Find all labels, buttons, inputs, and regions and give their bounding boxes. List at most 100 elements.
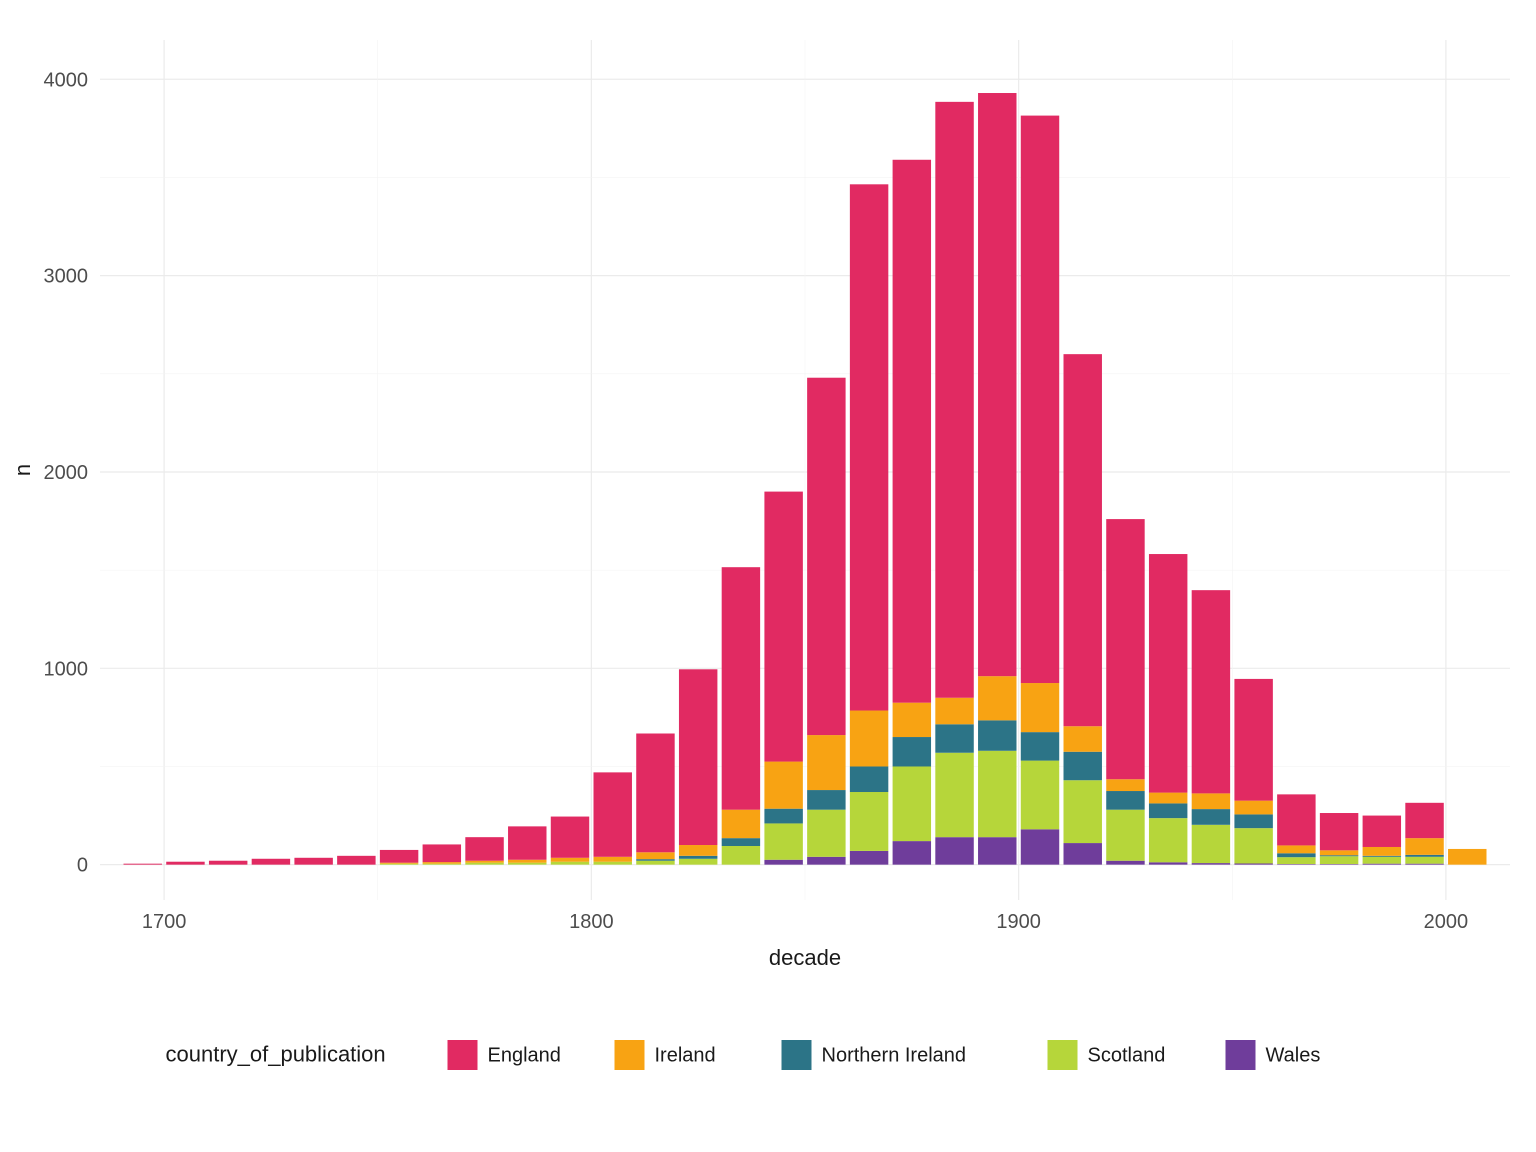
- bar-segment: [935, 698, 973, 725]
- legend-label: England: [488, 1045, 561, 1067]
- bar-segment: [764, 823, 802, 859]
- legend-label: Ireland: [655, 1045, 716, 1067]
- bar-segment: [1320, 850, 1358, 855]
- bar-segment: [850, 792, 888, 851]
- bar-segment: [1064, 752, 1102, 780]
- bar-segment: [978, 751, 1016, 837]
- bar-segment: [679, 845, 717, 856]
- bar-segment: [1277, 857, 1315, 864]
- y-tick-label: 3000: [44, 266, 89, 288]
- x-tick-label: 1700: [142, 911, 187, 933]
- bar-segment: [1149, 818, 1187, 862]
- bar-segment: [1106, 810, 1144, 861]
- bar-segment: [636, 861, 674, 865]
- bar-segment: [1320, 864, 1358, 865]
- bar-segment: [935, 102, 973, 698]
- bar-segment: [764, 762, 802, 809]
- bar-segment: [893, 766, 931, 841]
- bar-segment: [935, 724, 973, 752]
- bar-segment: [1405, 855, 1443, 857]
- bar-segment: [1234, 863, 1272, 864]
- legend: country_of_publicationEnglandIrelandNort…: [166, 1040, 1321, 1070]
- bar-segment: [1234, 814, 1272, 828]
- x-tick-label: 1900: [996, 911, 1041, 933]
- legend-key: [615, 1040, 645, 1070]
- y-axis-title: n: [10, 464, 35, 476]
- bar-segment: [807, 857, 845, 865]
- bar-segment: [1021, 116, 1059, 683]
- bar-segment: [1021, 829, 1059, 864]
- legend-key: [1048, 1040, 1078, 1070]
- bar-segment: [1149, 793, 1187, 804]
- bar-segment: [636, 859, 674, 861]
- bar-segment: [935, 753, 973, 837]
- bar-segment: [1192, 590, 1230, 793]
- bar-segment: [722, 846, 760, 865]
- bar-segment: [1448, 849, 1486, 865]
- bar-segment: [764, 809, 802, 824]
- bar-segment: [1234, 801, 1272, 815]
- bar-segment: [978, 93, 1016, 676]
- legend-title: country_of_publication: [166, 1042, 386, 1067]
- bar-segment: [465, 837, 503, 861]
- bar-segment: [508, 860, 546, 863]
- bar-segment: [1277, 853, 1315, 857]
- bar-segment: [1320, 855, 1358, 856]
- bar-segment: [1106, 779, 1144, 791]
- bar-segment: [764, 492, 802, 762]
- bar-segment: [850, 711, 888, 767]
- bar-segment: [1363, 864, 1401, 865]
- bar-segment: [807, 790, 845, 810]
- bar-segment: [209, 861, 247, 865]
- bar-segment: [1277, 845, 1315, 853]
- x-tick-label: 2000: [1424, 911, 1469, 933]
- bar-segment: [551, 862, 589, 865]
- bar-segment: [636, 733, 674, 852]
- bar-segment: [1320, 856, 1358, 864]
- bar-segment: [465, 863, 503, 865]
- bar-segment: [594, 857, 632, 862]
- bar-segment: [850, 851, 888, 865]
- bar-segment: [1106, 519, 1144, 779]
- bar-segment: [1234, 828, 1272, 863]
- bar-segment: [679, 856, 717, 859]
- bar-segment: [1149, 803, 1187, 818]
- bar-segment: [1277, 794, 1315, 845]
- bar-segment: [1405, 803, 1443, 838]
- bar-segment: [423, 864, 461, 865]
- bar-segment: [1234, 679, 1272, 801]
- chart-container: 170018001900200001000200030004000decaden…: [0, 0, 1536, 1152]
- bar-segment: [380, 864, 418, 865]
- bar-segment: [1363, 856, 1401, 857]
- bar-segment: [1405, 838, 1443, 855]
- bar-segment: [1106, 861, 1144, 865]
- bar-segment: [1363, 857, 1401, 864]
- bar-segment: [1149, 862, 1187, 864]
- bar-segment: [337, 856, 375, 865]
- bar-segment: [508, 826, 546, 859]
- y-tick-label: 0: [77, 855, 88, 877]
- legend-key: [1226, 1040, 1256, 1070]
- bar-segment: [124, 864, 162, 865]
- bar-segment: [1106, 791, 1144, 810]
- legend-key: [448, 1040, 478, 1070]
- bar-segment: [1192, 793, 1230, 809]
- legend-key: [782, 1040, 812, 1070]
- bar-segment: [764, 860, 802, 865]
- bar-segment: [978, 837, 1016, 864]
- bar-segment: [679, 859, 717, 865]
- bar-segment: [1064, 780, 1102, 843]
- bar-segment: [252, 859, 290, 865]
- y-tick-label: 2000: [44, 462, 89, 484]
- bar-segment: [1405, 857, 1443, 864]
- bar-segment: [1021, 732, 1059, 760]
- stacked-bar-chart: 170018001900200001000200030004000decaden…: [0, 0, 1536, 1152]
- bar-segment: [893, 737, 931, 766]
- bar-segment: [1192, 863, 1230, 865]
- x-axis-title: decade: [769, 945, 841, 970]
- bar-segment: [850, 766, 888, 792]
- bar-segment: [850, 184, 888, 710]
- bar-segment: [380, 850, 418, 863]
- bar-segment: [1149, 554, 1187, 793]
- bar-segment: [935, 837, 973, 864]
